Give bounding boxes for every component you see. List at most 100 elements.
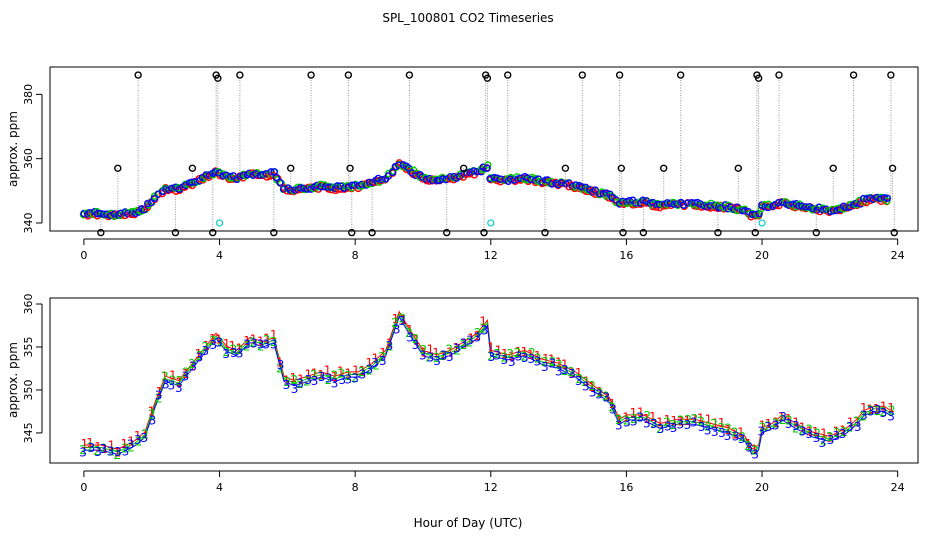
series-1-marker: 1 [527,348,535,362]
series-1-marker: 1 [352,364,360,378]
series-2-point [754,211,762,219]
series-1-marker: 1 [161,369,169,383]
series-3-marker: 3 [493,349,501,363]
series-3-point [543,176,552,184]
series-2-marker: 2 [439,349,447,363]
series-1-marker: 1 [94,440,102,454]
series-2-marker: 2 [318,369,326,383]
bottom-y-axis-label: approx. ppm [6,342,20,418]
raw-outlier-point [236,71,244,79]
series-2-marker: 2 [257,340,265,354]
bottom-y-tick-label: 355 [22,336,35,357]
series-1-marker: 1 [290,371,298,385]
flag-point [487,219,495,227]
series-2-point [431,175,440,183]
series-3-marker: 3 [236,346,244,360]
top-y-tick-label: 340 [22,212,35,233]
bottom-x-tick-label: 24 [891,481,905,494]
raw-outlier-point [114,164,122,172]
raw-outlier-point [754,74,763,82]
series-3-point [486,175,494,183]
series-2-marker: 2 [704,419,712,433]
series-3-marker: 3 [541,360,549,374]
series-3-marker: 3 [676,417,684,431]
series-3-marker: 3 [833,429,841,443]
series-3-marker: 3 [114,445,122,459]
series-3-marker: 3 [230,346,238,360]
raw-outlier-point [775,71,783,79]
series-1-marker: 1 [731,427,739,441]
series-2-marker: 2 [596,386,604,400]
series-2-marker: 2 [588,379,596,393]
bottom-y-tick-label: 360 [22,294,35,315]
series-3-marker: 3 [657,422,665,436]
series-2-marker: 2 [141,428,149,442]
series-3-marker: 3 [379,354,387,368]
series-3-marker: 3 [140,431,148,445]
series-2-marker: 2 [772,417,780,431]
series-2-marker: 2 [93,444,101,458]
series-1-marker: 1 [142,428,150,442]
series-3-marker: 3 [296,377,304,391]
raw-outlier-point [214,74,222,82]
series-3-marker: 3 [325,371,333,385]
series-3-marker: 3 [270,338,278,352]
series-3-marker: 3 [427,351,435,365]
series-3-point [357,180,366,189]
series-3-point [188,178,196,186]
series-1-marker: 1 [81,437,89,451]
series-2-marker: 2 [555,357,563,371]
bottom-x-tick-label: 12 [484,481,498,494]
series-2-marker: 2 [663,415,671,429]
series-3-marker: 3 [222,347,230,361]
series-3-point [883,194,891,202]
series-3-marker: 3 [162,378,170,392]
top-y-tick-label: 360 [22,148,35,169]
raw-outlier-point [459,164,468,172]
series-3-marker: 3 [481,324,489,338]
series-1-marker: 1 [737,425,745,439]
series-3-marker: 3 [792,419,800,433]
series-2-marker: 2 [249,336,257,350]
bottom-y-axis: 345 350 355 360 [22,294,43,443]
series-2-marker: 2 [291,373,299,387]
series-3-marker: 3 [521,351,529,365]
raw-outlier-point [209,228,217,237]
series-1-marker: 1 [379,346,387,360]
series-2-marker: 2 [724,421,732,435]
series-1-marker: 1 [460,337,468,351]
series-3-marker: 3 [406,330,414,344]
chart-title: SPL_100801 CO2 Timeseries [382,11,553,25]
series-2-marker: 2 [182,365,190,379]
top-x-tick-label: 4 [216,249,223,262]
series-2-marker: 2 [222,345,230,359]
series-3-point [483,164,491,172]
series-2-marker: 2 [493,347,501,361]
raw-outlier-point [829,164,837,172]
series-1-marker: 1 [664,413,672,427]
series-2-marker: 2 [230,342,238,356]
series-3-marker: 3 [474,331,482,345]
series-2-marker: 2 [236,343,244,357]
series-1-marker: 1 [263,331,271,345]
series-1-marker: 1 [866,403,874,417]
series-3-line [83,315,892,456]
raw-outlier-point [849,71,858,79]
series-1-marker: 1 [108,438,116,452]
series-1-marker: 1 [317,368,325,382]
series-3-marker: 3 [867,404,875,418]
series-1-marker: 1 [215,333,223,347]
series-2-marker: 2 [209,334,217,348]
series-2-marker: 2 [867,404,875,418]
series-2-marker: 2 [507,347,515,361]
series-1-marker: 1 [121,437,129,451]
series-3-marker: 3 [291,382,299,396]
series-2-marker: 2 [270,335,278,349]
series-3-marker: 3 [107,445,115,459]
series-2-marker: 2 [798,424,806,438]
series-2-marker: 2 [820,433,828,447]
series-1-marker: 1 [236,341,244,355]
top-x-tick-label: 16 [619,249,633,262]
series-1-marker: 1 [751,443,759,457]
